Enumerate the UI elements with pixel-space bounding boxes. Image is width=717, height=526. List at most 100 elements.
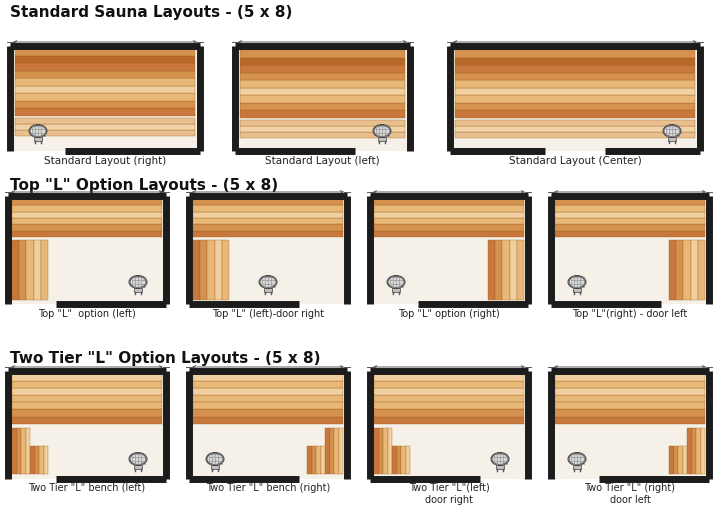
Bar [240, 103, 405, 110]
Text: Two Tier "L" bench (right): Two Tier "L" bench (right) [206, 483, 330, 493]
Bar [240, 57, 405, 65]
Bar [374, 224, 524, 231]
Bar [189, 196, 347, 304]
Bar [401, 446, 406, 474]
Bar [15, 78, 195, 86]
Bar [392, 446, 397, 474]
Bar [503, 240, 510, 300]
Bar [34, 137, 42, 140]
Bar [495, 240, 503, 300]
Text: Standard Layout (Center): Standard Layout (Center) [508, 156, 642, 166]
Bar [30, 446, 34, 474]
Bar [374, 417, 524, 424]
Bar [668, 137, 676, 140]
Bar [455, 132, 695, 138]
Bar [12, 428, 16, 474]
Bar [374, 218, 524, 224]
Bar [12, 381, 162, 388]
Bar [455, 110, 695, 118]
Bar [240, 80, 405, 88]
Bar [455, 103, 695, 110]
Ellipse shape [492, 453, 508, 464]
Ellipse shape [663, 125, 681, 137]
Bar [555, 409, 705, 417]
Bar [264, 288, 272, 291]
Bar [240, 65, 405, 73]
Bar [10, 46, 200, 151]
Bar [39, 446, 44, 474]
Bar [551, 196, 709, 304]
Bar [316, 446, 320, 474]
Bar [555, 199, 705, 205]
Bar [240, 120, 405, 126]
Bar [673, 446, 678, 474]
Bar [12, 388, 162, 395]
Bar [517, 240, 524, 300]
Bar [15, 48, 195, 56]
Bar [193, 417, 343, 424]
Bar [15, 118, 195, 124]
Text: Standard Layout (right): Standard Layout (right) [44, 156, 166, 166]
Bar [455, 88, 695, 95]
Bar [12, 224, 162, 231]
Bar [15, 63, 195, 70]
Text: Top "L" (left)-door right: Top "L" (left)-door right [212, 309, 324, 319]
Bar [207, 240, 214, 300]
Ellipse shape [129, 452, 147, 466]
Bar [193, 409, 343, 417]
Text: Two Tier "L" bench (left): Two Tier "L" bench (left) [29, 483, 146, 493]
Bar [8, 196, 166, 304]
Bar [374, 374, 524, 381]
Bar [12, 211, 162, 218]
Text: Two Tier "L" Option Layouts - (5 x 8): Two Tier "L" Option Layouts - (5 x 8) [10, 351, 320, 366]
Bar [374, 402, 524, 409]
Bar [698, 240, 705, 300]
Bar [193, 381, 343, 388]
Bar [44, 446, 48, 474]
Ellipse shape [568, 452, 586, 466]
Bar [240, 132, 405, 138]
Bar [555, 224, 705, 231]
Bar [683, 446, 687, 474]
Bar [555, 218, 705, 224]
Bar [240, 50, 405, 57]
Text: Top "L"(right) - door left: Top "L"(right) - door left [572, 309, 688, 319]
Bar [214, 240, 222, 300]
Ellipse shape [373, 125, 391, 137]
Bar [311, 446, 316, 474]
Bar [21, 428, 26, 474]
Bar [455, 50, 695, 57]
Bar [374, 381, 524, 388]
Bar [12, 199, 162, 205]
Ellipse shape [569, 277, 585, 288]
Bar [455, 80, 695, 88]
Bar [669, 240, 676, 300]
Bar [387, 428, 392, 474]
Bar [374, 231, 524, 237]
Bar [374, 211, 524, 218]
Bar [193, 199, 343, 205]
Bar [391, 288, 400, 291]
Text: Top "L" option (right): Top "L" option (right) [398, 309, 500, 319]
Ellipse shape [387, 276, 405, 288]
Bar [133, 464, 143, 469]
Bar [334, 428, 338, 474]
Bar [193, 211, 343, 218]
Bar [450, 46, 700, 151]
Bar [676, 240, 683, 300]
Bar [370, 371, 528, 479]
Text: Top "L" Option Layouts - (5 x 8): Top "L" Option Layouts - (5 x 8) [10, 178, 278, 193]
Text: Top "L"  option (left): Top "L" option (left) [38, 309, 136, 319]
Bar [15, 56, 195, 63]
Ellipse shape [130, 453, 146, 464]
Bar [26, 428, 30, 474]
Bar [12, 231, 162, 237]
Bar [455, 95, 695, 103]
Text: Two Tier "L" (right)
door left: Two Tier "L" (right) door left [584, 483, 675, 504]
Ellipse shape [491, 452, 509, 466]
Bar [691, 428, 696, 474]
Bar [696, 428, 701, 474]
Bar [12, 409, 162, 417]
Bar [193, 388, 343, 395]
Bar [383, 428, 387, 474]
